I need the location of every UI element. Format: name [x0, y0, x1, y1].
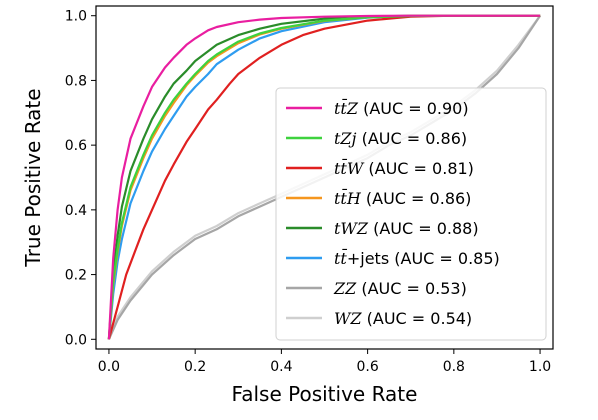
legend-entry: WZ (AUC = 0.54) [334, 309, 472, 328]
roc-curves [107, 14, 542, 340]
y-tick-label: 0.8 [65, 73, 87, 89]
x-tick-label: 0.2 [184, 359, 206, 375]
legend-entry: tZj (AUC = 0.86) [334, 129, 467, 148]
legend-entry-math: tWZ [334, 219, 369, 238]
legend-entry-math: tt̄Z [334, 97, 359, 118]
x-tick-label: 0.0 [98, 359, 120, 375]
y-tick-label: 0.6 [65, 138, 87, 154]
y-axis-label: True Positive Rate [21, 88, 45, 267]
legend-entry: tt̄H (AUC = 0.86) [334, 187, 471, 208]
x-tick-label: 0.6 [356, 359, 378, 375]
legend-entry: ZZ (AUC = 0.53) [333, 279, 467, 298]
legend-entry-math: tt̄ [334, 247, 347, 268]
legend-entry-auc: (AUC = 0.81) [363, 159, 474, 178]
legend-entry: tt̄W (AUC = 0.81) [334, 157, 474, 178]
legend: tt̄Z (AUC = 0.90)tZj (AUC = 0.86)tt̄W (A… [275, 87, 547, 341]
y-tick-label: 0.2 [65, 268, 87, 284]
legend-entry-math: WZ [334, 309, 362, 328]
plot-frame [95, 5, 554, 350]
legend-entry-math: ZZ [333, 279, 357, 298]
x-axis-label: False Positive Rate [232, 382, 418, 406]
roc-curve-2 [107, 14, 541, 340]
legend-entry-math: tt̄H [334, 187, 362, 208]
x-tick-label: 0.8 [443, 359, 465, 375]
x-tick-label: 0.4 [270, 359, 292, 375]
legend-entry-auc: +jets (AUC = 0.85) [347, 249, 500, 268]
legend-entry-auc: (AUC = 0.88) [368, 219, 479, 238]
x-axis-ticks: 0.0 0.2 0.4 0.6 0.8 1.0 [98, 349, 551, 375]
roc-curve-0 [107, 14, 541, 340]
y-axis-ticks: 0.0 0.2 0.4 0.6 0.8 1.0 [65, 9, 96, 348]
y-tick-label: 0.0 [65, 332, 87, 348]
legend-entry-auc: (AUC = 0.54) [362, 309, 473, 328]
legend-entry: tWZ (AUC = 0.88) [334, 219, 479, 238]
y-tick-label: 0.4 [65, 203, 87, 219]
x-tick-label: 1.0 [529, 359, 551, 375]
legend-entry-auc: (AUC = 0.86) [361, 189, 472, 208]
legend-entry: tt̄+jets (AUC = 0.85) [334, 247, 500, 268]
legend-entry-math: tt̄W [334, 157, 365, 178]
legend-box [275, 87, 547, 341]
legend-entry-auc: (AUC = 0.86) [357, 129, 468, 148]
legend-entry: tt̄Z (AUC = 0.90) [334, 97, 469, 118]
legend-entry-math: tZj [334, 129, 357, 148]
y-tick-label: 1.0 [65, 9, 87, 25]
legend-entry-auc: (AUC = 0.53) [356, 279, 467, 298]
legend-entry-auc: (AUC = 0.90) [358, 99, 469, 118]
